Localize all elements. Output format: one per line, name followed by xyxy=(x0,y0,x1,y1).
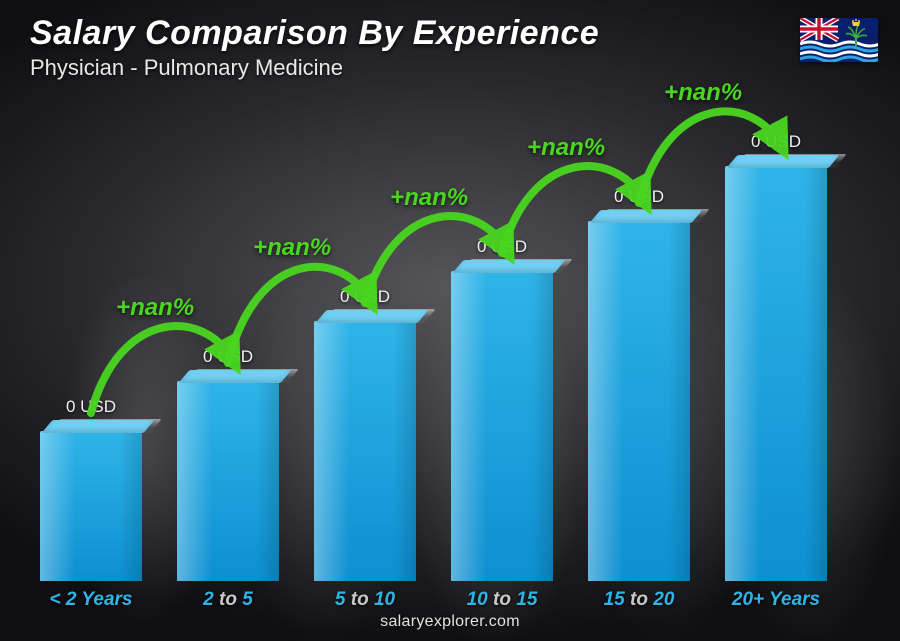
delta-label: +nan% xyxy=(116,294,194,322)
bar-top-cap xyxy=(316,310,429,323)
bar-gloss xyxy=(314,321,416,581)
page-subtitle: Physician - Pulmonary Medicine xyxy=(30,55,599,81)
chart-area: 0 USD< 2 Years 0 USD2 to 5 0 USD5 to 10 0 U… xyxy=(40,121,860,581)
bar-body xyxy=(725,166,827,581)
footer-credit: salaryexplorer.com xyxy=(0,613,900,631)
bar: 0 USD20+ Years xyxy=(725,166,827,581)
bar-top-cap xyxy=(590,210,703,223)
page-title: Salary Comparison By Experience xyxy=(30,14,599,53)
bar-body xyxy=(314,321,416,581)
bar: 0 USD5 to 10 xyxy=(314,321,416,581)
flag-icon xyxy=(800,18,878,62)
bar-category-label: 10 to 15 xyxy=(431,589,574,611)
bar-body xyxy=(451,271,553,581)
bar-category-label: 2 to 5 xyxy=(157,589,300,611)
bar-body xyxy=(177,381,279,581)
delta-label: +nan% xyxy=(390,184,468,212)
bar-category-label: 20+ Years xyxy=(705,589,848,611)
bar-top-cap xyxy=(727,155,840,168)
bar-gloss xyxy=(725,166,827,581)
flag-union-jack xyxy=(800,18,838,40)
bar-value-label: 0 USD xyxy=(451,237,553,257)
bar-top-cap xyxy=(179,370,292,383)
bar: 0 USD2 to 5 xyxy=(177,381,279,581)
bar-value-label: 0 USD xyxy=(177,347,279,367)
bar: 0 USD< 2 Years xyxy=(40,431,142,581)
bar: 0 USD15 to 20 xyxy=(588,221,690,581)
bar-value-label: 0 USD xyxy=(40,397,142,417)
bar-value-label: 0 USD xyxy=(588,187,690,207)
bar-gloss xyxy=(40,431,142,581)
bar-category-label: < 2 Years xyxy=(20,589,163,611)
delta-label: +nan% xyxy=(253,234,331,262)
bar-category-label: 15 to 20 xyxy=(568,589,711,611)
bar-top-cap xyxy=(453,260,566,273)
bar-gloss xyxy=(451,271,553,581)
bar-body xyxy=(588,221,690,581)
delta-label: +nan% xyxy=(527,134,605,162)
bar-top-cap xyxy=(42,420,155,433)
bar-category-label: 5 to 10 xyxy=(294,589,437,611)
bar-value-label: 0 USD xyxy=(725,132,827,152)
bar-gloss xyxy=(588,221,690,581)
bar-body xyxy=(40,431,142,581)
title-block: Salary Comparison By Experience Physicia… xyxy=(30,14,599,81)
bar-value-label: 0 USD xyxy=(314,287,416,307)
bar-gloss xyxy=(177,381,279,581)
delta-label: +nan% xyxy=(664,79,742,107)
bar: 0 USD10 to 15 xyxy=(451,271,553,581)
chart-stage: Salary Comparison By Experience Physicia… xyxy=(0,0,900,641)
